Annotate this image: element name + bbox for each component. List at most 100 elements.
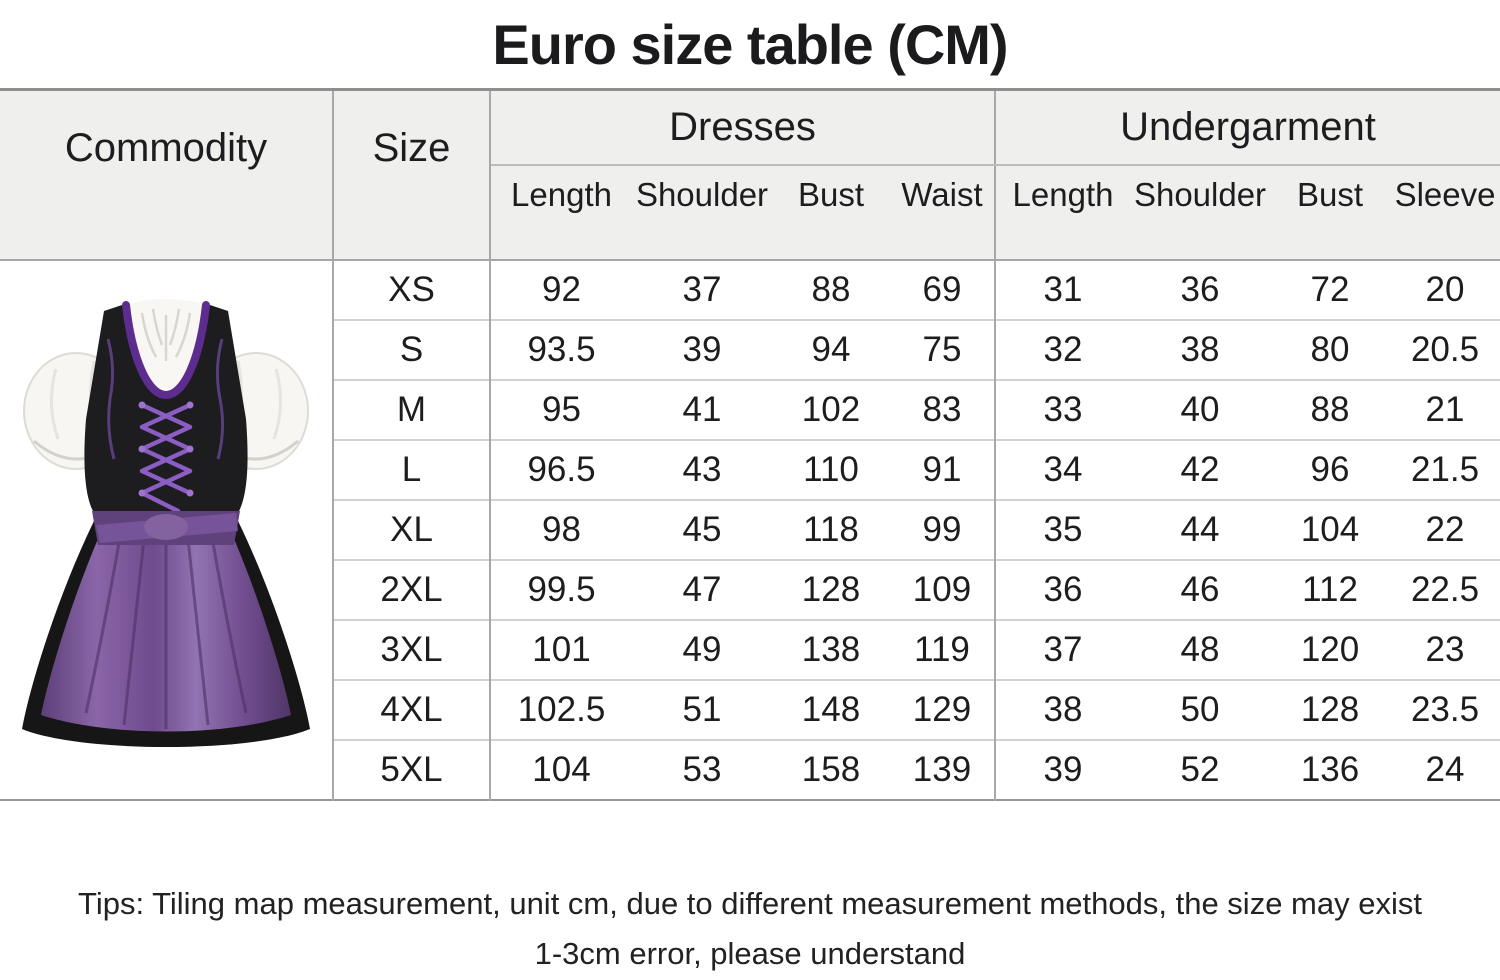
cell: 118 <box>772 498 890 560</box>
col-under-length: Length <box>995 164 1131 261</box>
cell: 136 <box>1270 738 1391 800</box>
cell: 102.5 <box>490 678 632 740</box>
cell: 52 <box>1130 738 1271 800</box>
cell: 24 <box>1390 738 1500 800</box>
size-table: Commodity Size Dresses Undergarment Leng… <box>0 88 1500 801</box>
cell: 40 <box>1130 378 1271 440</box>
col-under-bust: Bust <box>1270 164 1391 261</box>
size-cell: S <box>333 318 491 380</box>
cell: 39 <box>632 318 772 380</box>
cell: 32 <box>995 318 1131 380</box>
cell: 49 <box>632 618 772 680</box>
cell: 119 <box>890 618 997 680</box>
header-row-groups: Commodity Size Dresses Undergarment <box>0 89 1500 261</box>
cell: 96.5 <box>490 438 632 500</box>
cell: 75 <box>890 318 997 380</box>
cell: 95 <box>490 378 632 440</box>
cell: 23 <box>1390 618 1500 680</box>
cell: 37 <box>682 269 722 309</box>
cell: 98 <box>490 498 632 560</box>
cell: 102 <box>772 378 890 440</box>
cell: 48 <box>1130 618 1271 680</box>
cell: 33 <box>995 378 1131 440</box>
table-row: L 96.5 43 110 91 34 42 96 21.5 <box>0 438 1500 500</box>
cell: 21 <box>1390 378 1500 440</box>
cell: 22 <box>1390 498 1500 560</box>
cell: 128 <box>772 558 890 620</box>
cell: 94 <box>772 318 890 380</box>
cell: 36 <box>1180 269 1220 309</box>
cell: 120 <box>1270 618 1391 680</box>
cell: 51 <box>632 678 772 740</box>
size-cell: XS <box>333 259 491 320</box>
cell: 69 <box>890 259 997 320</box>
cell: 31 <box>1043 269 1083 309</box>
tips-line-1: Tips: Tiling map measurement, unit cm, d… <box>78 885 1422 921</box>
cell: 38 <box>995 678 1131 740</box>
cell: 46 <box>1130 558 1271 620</box>
size-cell: 2XL <box>333 558 491 620</box>
cell: 110 <box>772 438 890 500</box>
cell: 20 <box>1425 269 1465 309</box>
cell: 20.5 <box>1390 318 1500 380</box>
page-title: Euro size table (CM) <box>492 12 1008 76</box>
cell: 139 <box>890 738 997 800</box>
cell: 99 <box>890 498 997 560</box>
col-dresses-shoulder: Shoulder <box>632 164 772 261</box>
cell: 104 <box>490 738 632 800</box>
cell: 88 <box>811 269 851 309</box>
cell: 101 <box>490 618 632 680</box>
cell: 43 <box>632 438 772 500</box>
cell: 39 <box>995 738 1131 800</box>
product-photo-cell <box>0 259 334 800</box>
cell: 129 <box>890 678 997 740</box>
col-dresses-waist: Waist <box>890 164 997 261</box>
cell: 83 <box>890 378 997 440</box>
cell: 38 <box>1130 318 1271 380</box>
group-header-undergarment: Undergarment <box>995 89 1500 166</box>
cell: 109 <box>890 558 997 620</box>
size-cell: 5XL <box>333 738 491 800</box>
cell: 158 <box>772 738 890 800</box>
cell: 72 <box>1310 269 1350 309</box>
col-under-shoulder: Shoulder <box>1130 164 1271 261</box>
cell: 93.5 <box>490 318 632 380</box>
cell: 34 <box>995 438 1131 500</box>
cell: 36 <box>995 558 1131 620</box>
table-row: 2XL 99.5 47 128 109 36 46 112 22.5 <box>0 558 1500 620</box>
cell: 47 <box>632 558 772 620</box>
cell: 45 <box>632 498 772 560</box>
cell: 148 <box>772 678 890 740</box>
cell: 35 <box>995 498 1131 560</box>
table-row: 5XL 104 53 158 139 39 52 136 24 <box>0 738 1500 800</box>
cell: 37 <box>995 618 1131 680</box>
cell: 91 <box>890 438 997 500</box>
cell: 80 <box>1270 318 1391 380</box>
cell: 92 <box>542 269 581 309</box>
cell: 44 <box>1130 498 1271 560</box>
cell: 88 <box>1270 378 1391 440</box>
cell: 22.5 <box>1390 558 1500 620</box>
col-under-sleeve: Sleeve <box>1390 164 1500 261</box>
group-header-dresses: Dresses <box>490 89 997 166</box>
cell: 96 <box>1270 438 1391 500</box>
cell: 112 <box>1270 558 1391 620</box>
tips-line-2: 1-3cm error, please understand <box>534 935 966 971</box>
commodity-header: Commodity <box>0 89 334 261</box>
header-row-measures: Length Shoulder Bust Waist Length Should… <box>0 164 1500 261</box>
cell: 23.5 <box>1390 678 1500 740</box>
col-dresses-length: Length <box>490 164 632 261</box>
tips-note: Tips: Tiling map measurement, unit cm, d… <box>0 879 1500 979</box>
cell: 50 <box>1130 678 1271 740</box>
cell: 138 <box>772 618 890 680</box>
size-cell: L <box>333 438 491 500</box>
size-header: Size <box>333 89 491 261</box>
cell: 42 <box>1130 438 1271 500</box>
cell: 128 <box>1270 678 1391 740</box>
cell: 41 <box>632 378 772 440</box>
cell: 53 <box>632 738 772 800</box>
size-cell: 4XL <box>333 678 491 740</box>
size-cell: 3XL <box>333 618 491 680</box>
col-dresses-bust: Bust <box>772 164 890 261</box>
